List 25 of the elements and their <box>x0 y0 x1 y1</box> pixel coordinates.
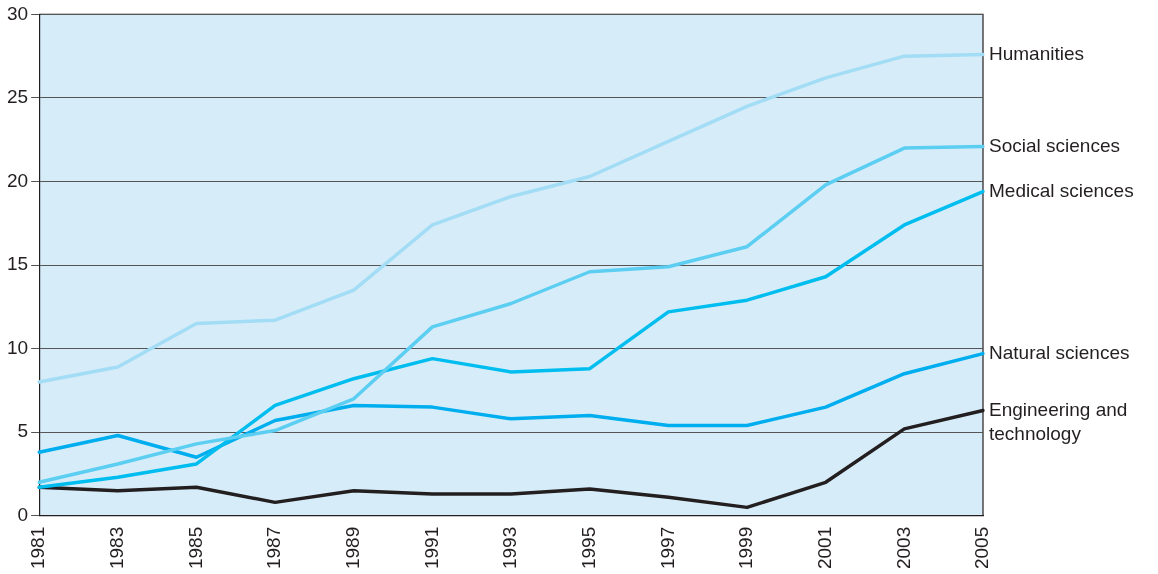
x-tick-label: 1983 <box>106 526 128 570</box>
series-label: Engineering and technology <box>989 398 1128 444</box>
y-tick-label: 0 <box>17 503 29 525</box>
y-tick-label: 5 <box>17 420 29 442</box>
x-tick-label: 1985 <box>184 526 206 570</box>
y-tick-label: 25 <box>6 86 29 108</box>
x-tick-label: 1995 <box>577 526 599 570</box>
x-tick-label: 1991 <box>420 526 442 570</box>
x-tick-label: 2003 <box>892 526 914 570</box>
x-tick-label: 1993 <box>499 526 521 570</box>
x-tick-label: 2001 <box>813 526 835 570</box>
y-tick-label: 30 <box>6 2 29 24</box>
series-label: Social sciences <box>989 134 1120 156</box>
series-label: Medical sciences <box>989 179 1134 201</box>
x-tick-label: 1999 <box>735 526 757 570</box>
x-tick-label: 1987 <box>263 526 285 570</box>
y-tick-label: 20 <box>6 169 29 191</box>
x-tick-label: 2005 <box>971 526 993 570</box>
x-tick-label: 1989 <box>341 526 363 570</box>
x-tick-label: 1981 <box>27 526 49 570</box>
x-tick-label: 1997 <box>656 526 678 570</box>
y-tick-label: 10 <box>6 336 29 358</box>
y-tick-label: 15 <box>6 253 29 275</box>
series-label: Humanities <box>989 42 1085 64</box>
series-label: Natural sciences <box>989 341 1130 363</box>
